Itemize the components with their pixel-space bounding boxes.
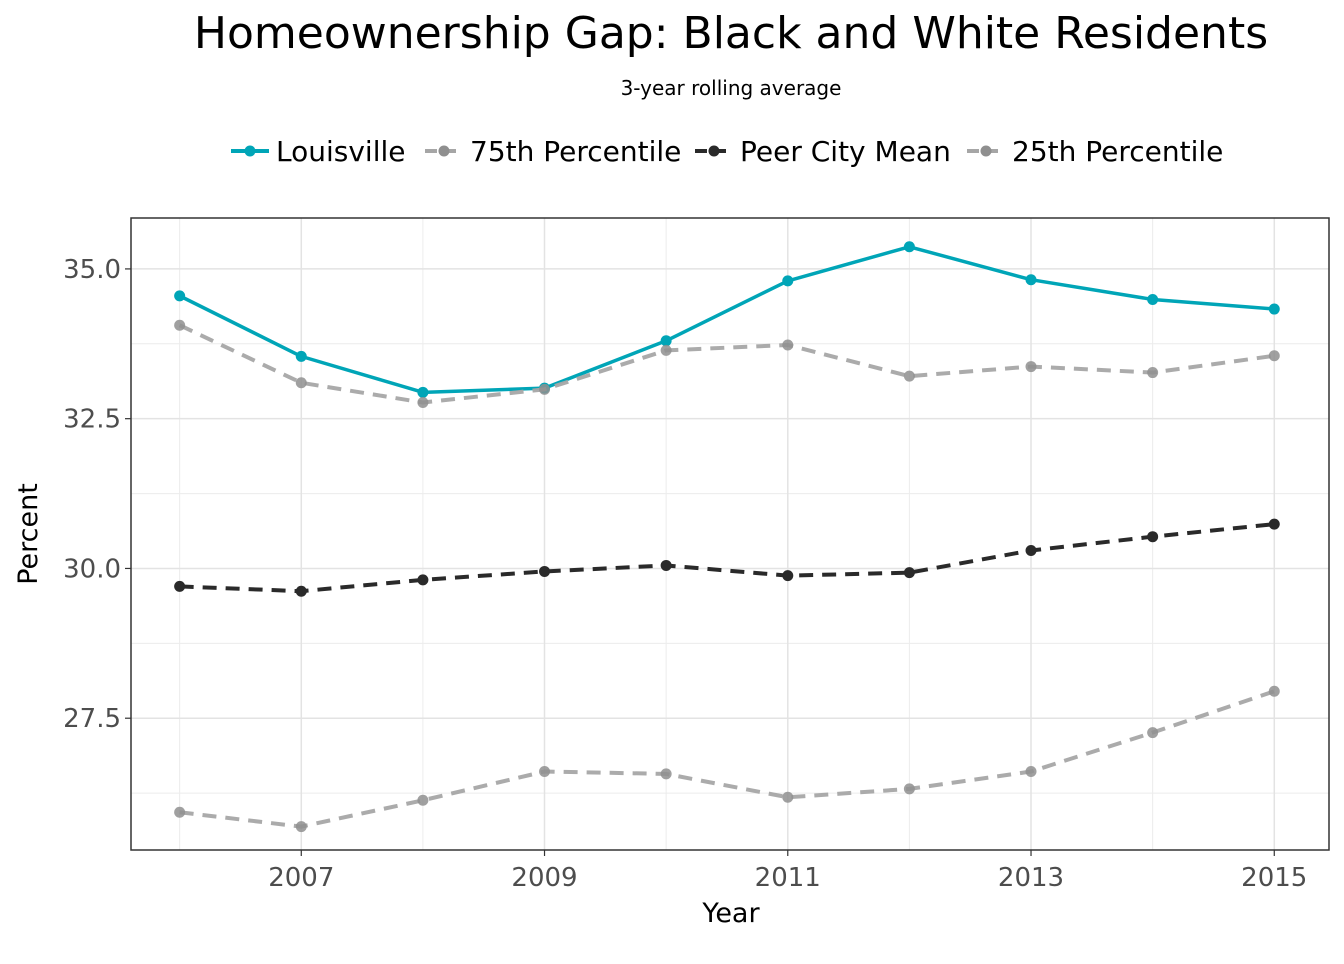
- data-point-peer-city-mean: [539, 565, 551, 577]
- data-point-25th-percentile: [1147, 727, 1159, 739]
- data-point-peer-city-mean: [1025, 544, 1037, 556]
- data-point-louisville: [782, 275, 794, 287]
- data-point-peer-city-mean: [660, 559, 672, 571]
- data-point-75th-percentile: [1268, 350, 1280, 362]
- legend-label-25th-percentile: 25th Percentile: [1012, 135, 1223, 168]
- data-point-75th-percentile: [539, 383, 551, 395]
- data-point-75th-percentile: [1147, 367, 1159, 379]
- legend-label-louisville: Louisville: [276, 135, 406, 168]
- data-point-25th-percentile: [782, 791, 794, 803]
- data-point-75th-percentile: [660, 344, 672, 356]
- data-point-louisville: [1268, 303, 1280, 315]
- x-tick-label: 2011: [755, 863, 821, 893]
- y-tick-label: 32.5: [63, 405, 121, 435]
- legend-point-louisville: [244, 145, 256, 157]
- legend: Louisville 75th Percentile Peer City Mean 2…: [231, 135, 1223, 168]
- data-point-peer-city-mean: [1268, 518, 1280, 530]
- data-point-louisville: [1025, 274, 1037, 286]
- data-point-75th-percentile: [174, 319, 186, 331]
- x-tick-label: 2009: [511, 863, 577, 893]
- series-line-25th-percentile: [179, 689, 1275, 829]
- data-point-25th-percentile: [174, 806, 186, 818]
- data-point-louisville: [903, 241, 915, 253]
- y-tick-label: 27.5: [63, 704, 121, 734]
- x-axis-title: Year: [701, 898, 760, 929]
- legend-point-peer-city-mean: [708, 145, 720, 157]
- plot-area: 27.5 30.0 32.5 35.0 2007 2009 2011 2013 2015: [63, 217, 1330, 893]
- data-point-75th-percentile: [1025, 361, 1037, 373]
- legend-point-25th-percentile: [980, 145, 992, 157]
- series-line-louisville: [178, 245, 1275, 395]
- y-tick-label: 35.0: [63, 255, 121, 285]
- data-point-75th-percentile: [417, 397, 429, 409]
- data-point-25th-percentile: [417, 794, 429, 806]
- data-point-peer-city-mean: [417, 574, 429, 586]
- data-point-25th-percentile: [295, 821, 307, 833]
- data-point-louisville: [417, 386, 429, 398]
- legend-label-peer-city-mean: Peer City Mean: [740, 135, 951, 168]
- data-point-25th-percentile: [539, 766, 551, 778]
- data-point-75th-percentile: [903, 370, 915, 382]
- data-point-louisville: [1147, 293, 1159, 305]
- data-point-peer-city-mean: [903, 567, 915, 579]
- data-point-peer-city-mean: [174, 580, 186, 592]
- plot-panel: [131, 218, 1329, 850]
- data-point-25th-percentile: [1025, 766, 1037, 778]
- legend-label-75th-percentile: 75th Percentile: [470, 135, 681, 168]
- plot-border: [130, 217, 1330, 851]
- y-tick-label: 30.0: [63, 554, 121, 584]
- data-point-louisville: [174, 290, 186, 302]
- data-point-peer-city-mean: [295, 585, 307, 597]
- data-point-75th-percentile: [295, 377, 307, 389]
- chart-title: Homeownership Gap: Black and White Resid…: [194, 8, 1268, 59]
- data-point-25th-percentile: [1268, 685, 1280, 697]
- x-tick-label: 2015: [1241, 863, 1307, 893]
- data-point-louisville: [660, 335, 672, 347]
- chart-subtitle: 3-year rolling average: [621, 76, 842, 100]
- data-point-75th-percentile: [782, 339, 794, 351]
- legend-point-75th-percentile: [438, 145, 450, 157]
- x-tick-label: 2007: [268, 863, 334, 893]
- data-point-25th-percentile: [903, 783, 915, 795]
- y-axis-title: Percent: [13, 483, 44, 585]
- data-point-louisville: [295, 350, 307, 362]
- x-tick-label: 2013: [998, 863, 1064, 893]
- series-line-75th-percentile: [178, 323, 1275, 405]
- data-point-peer-city-mean: [782, 570, 794, 582]
- data-point-25th-percentile: [660, 768, 672, 780]
- data-point-peer-city-mean: [1147, 531, 1159, 543]
